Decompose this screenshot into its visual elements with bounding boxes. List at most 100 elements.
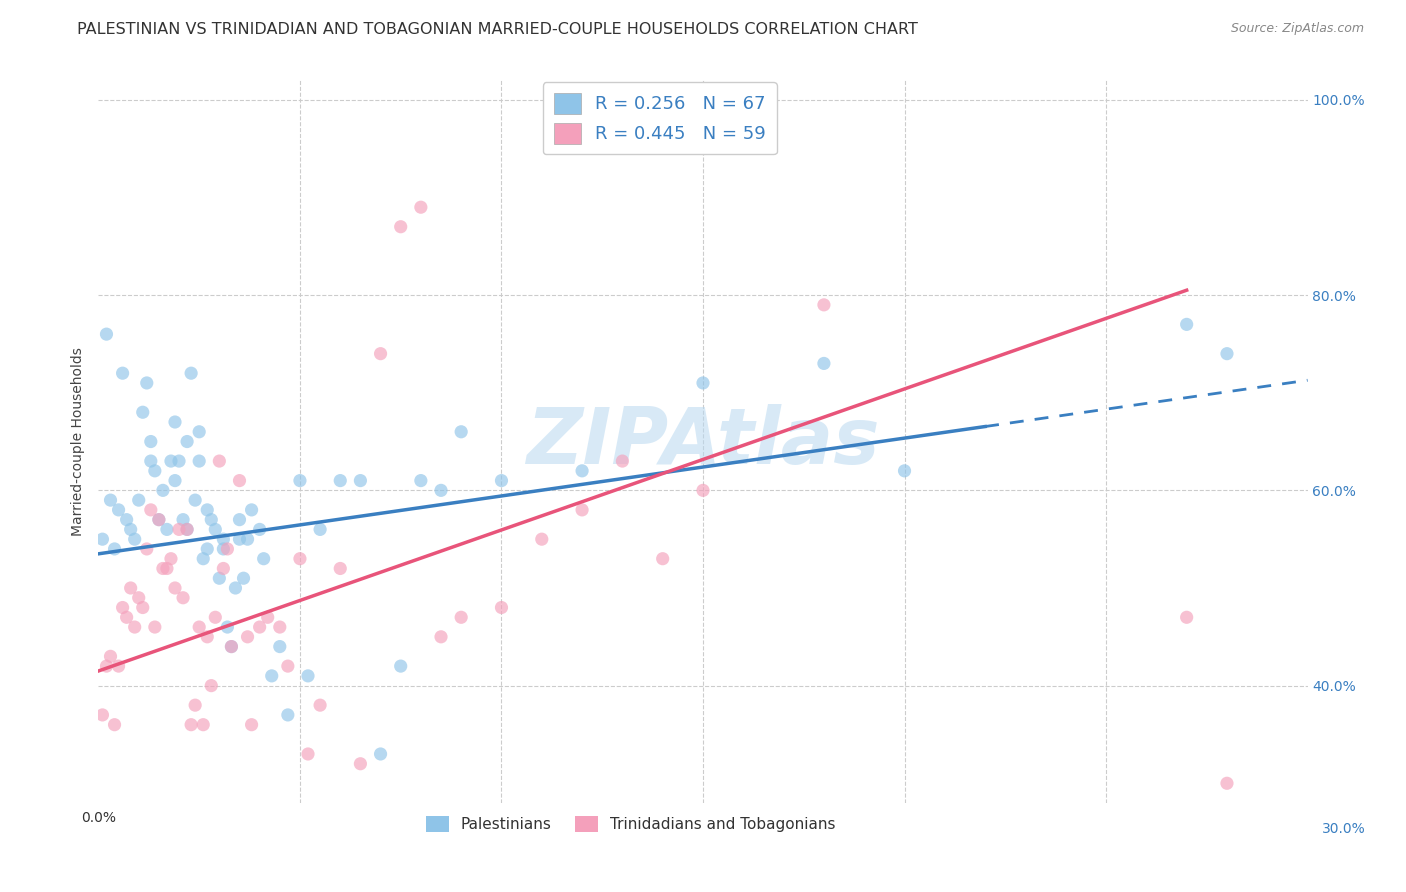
Point (103, 541, 125, 556)
Point (217, 541, 239, 556)
Point (370, 346, 392, 360)
Point (1216, 346, 1239, 360)
Point (200, 513, 222, 527)
Point (139, 503, 162, 517)
Point (240, 503, 263, 517)
Point (349, 474, 371, 488)
Point (228, 513, 250, 527)
Point (193, 717, 215, 731)
Point (204, 610, 226, 624)
Point (389, 659, 412, 673)
Point (389, 219, 412, 234)
Point (195, 503, 218, 517)
Point (160, 551, 183, 566)
Point (163, 474, 186, 488)
Point (208, 454, 231, 468)
Point (269, 620, 291, 634)
Point (96, 659, 118, 673)
Point (152, 561, 174, 575)
Point (256, 610, 278, 624)
Point (111, 600, 134, 615)
Point (195, 541, 218, 556)
Point (297, 747, 319, 761)
Point (184, 698, 207, 713)
Point (115, 610, 138, 624)
Point (100, 493, 122, 508)
Point (139, 454, 162, 468)
Point (530, 532, 553, 546)
Point (156, 523, 179, 537)
Point (188, 620, 211, 634)
Point (329, 561, 352, 575)
Point (184, 493, 207, 508)
Point (208, 571, 231, 585)
Point (277, 707, 299, 722)
Point (232, 571, 254, 585)
Point (160, 454, 183, 468)
Point (195, 630, 218, 644)
Point (409, 200, 432, 214)
Point (893, 464, 915, 478)
Point (91, 532, 114, 546)
Y-axis label: Married-couple Households: Married-couple Households (70, 347, 84, 536)
Point (612, 454, 634, 468)
Point (813, 298, 835, 312)
Point (224, 581, 246, 595)
Point (309, 698, 332, 713)
Point (813, 356, 835, 370)
Point (571, 503, 593, 517)
Point (128, 591, 150, 605)
Point (167, 523, 190, 537)
Point (1216, 776, 1239, 790)
Point (156, 561, 179, 575)
Point (228, 474, 250, 488)
Point (329, 474, 352, 488)
Point (212, 541, 235, 556)
Point (167, 454, 190, 468)
Point (124, 532, 146, 546)
Point (91, 707, 114, 722)
Point (143, 464, 166, 478)
Point (212, 532, 235, 546)
Point (309, 523, 332, 537)
Point (370, 747, 392, 761)
Point (430, 483, 453, 498)
Point (204, 523, 226, 537)
Point (132, 405, 155, 419)
Point (96, 327, 118, 342)
Point (176, 523, 198, 537)
Point (107, 659, 129, 673)
Point (180, 717, 202, 731)
Point (228, 532, 250, 546)
Point (491, 600, 513, 615)
Point (217, 620, 239, 634)
Point (128, 493, 150, 508)
Point (221, 640, 243, 654)
Point (200, 679, 222, 693)
Point (1175, 610, 1198, 624)
Point (193, 551, 215, 566)
Point (152, 483, 174, 498)
Point (172, 513, 194, 527)
Point (253, 551, 276, 566)
Point (135, 376, 157, 390)
Point (115, 513, 138, 527)
Point (176, 523, 198, 537)
Point (139, 434, 162, 449)
Point (132, 600, 155, 615)
Point (188, 454, 211, 468)
Text: ZIPAtlas: ZIPAtlas (526, 403, 880, 480)
Point (651, 551, 673, 566)
Point (148, 513, 170, 527)
Point (221, 640, 243, 654)
Legend: Palestinians, Trinidadians and Tobagonians: Palestinians, Trinidadians and Tobagonia… (419, 810, 841, 838)
Point (103, 717, 125, 731)
Point (409, 474, 432, 488)
Point (135, 541, 157, 556)
Point (163, 415, 186, 429)
Point (148, 513, 170, 527)
Text: Source: ZipAtlas.com: Source: ZipAtlas.com (1230, 22, 1364, 36)
Point (100, 649, 122, 664)
Point (236, 532, 259, 546)
Point (249, 620, 271, 634)
